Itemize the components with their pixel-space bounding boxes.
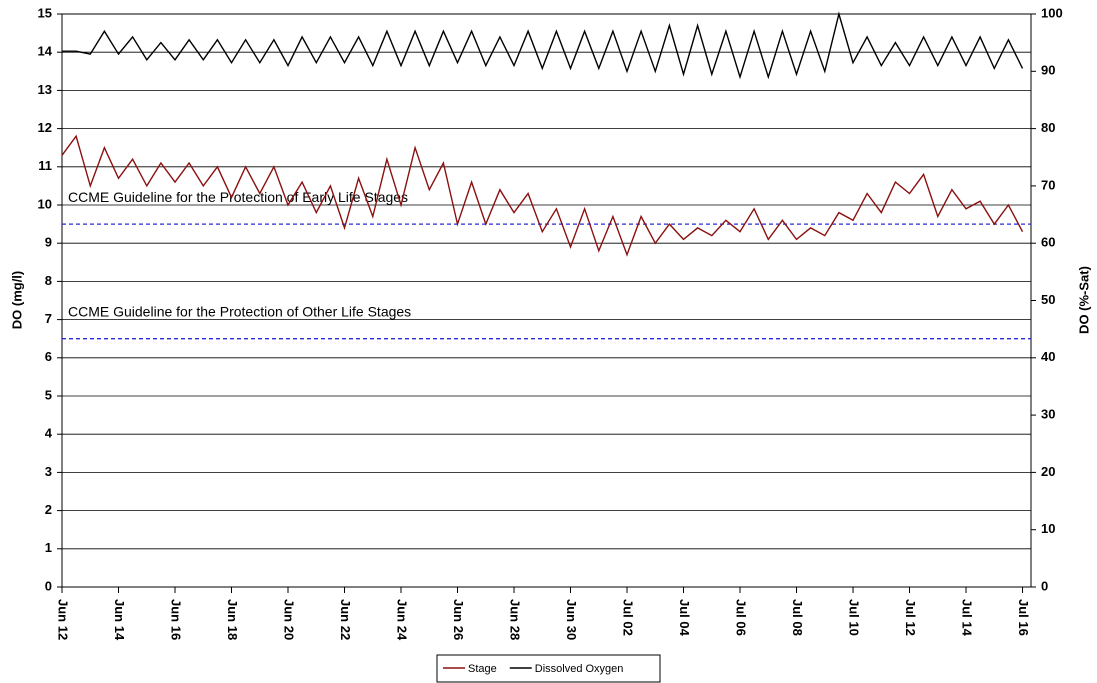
series-line [61,134,1024,257]
legend-box [436,654,661,683]
y-tick-label: 4 [45,426,53,441]
series-line [62,11,1024,80]
y-tick-label: 9 [45,235,52,250]
x-tick-label: Jul 16 [1016,599,1031,636]
y2-tick-label: 20 [1041,464,1055,479]
y2-axis-label: DO (%-Sat) [1076,266,1091,334]
x-tick-label: Jul 12 [903,599,918,636]
x-tick-label: Jul 06 [734,599,749,636]
y2-tick-label: 0 [1041,578,1048,593]
plot-frame [61,13,1032,588]
y-tick-label: 13 [38,82,52,97]
x-tick-label: Jul 10 [847,599,862,636]
x-tick-label: Jun 20 [282,599,297,640]
y2-tick-label: 80 [1041,120,1055,135]
y-tick-label: 8 [45,273,52,288]
y-tick-label: 5 [45,387,52,402]
y2-tick-label: 70 [1041,177,1055,192]
y2-tick-label: 10 [1041,521,1055,536]
y-tick-label: 15 [38,5,52,20]
x-tick-label: Jun 30 [564,599,579,640]
y-tick-label: 12 [38,120,52,135]
y-axis-label: DO (mg/l) [9,271,24,330]
y-tick-label: 14 [38,44,53,59]
x-tick-label: Jun 18 [225,599,240,640]
x-tick-label: Jul 14 [960,599,975,637]
y2-tick-label: 50 [1041,292,1055,307]
y2-tick-label: 30 [1041,407,1055,422]
y-tick-label: 11 [38,158,52,173]
legend-label: Stage [468,663,497,675]
guideline-label: CCME Guideline for the Protection of Oth… [68,303,411,319]
x-tick-label: Jun 28 [508,599,523,640]
y-tick-label: 1 [45,540,52,555]
y-tick-label: 2 [45,502,52,517]
y2-tick-label: 90 [1041,63,1055,78]
y2-tick-label: 100 [1041,5,1063,20]
x-tick-label: Jun 22 [338,599,353,640]
x-tick-label: Jul 04 [677,599,692,637]
guideline-label: CCME Guideline for the Protection of Ear… [68,189,408,205]
x-tick-label: Jun 26 [451,599,466,640]
x-tick-label: Jul 08 [790,599,805,636]
x-tick-label: Jun 12 [56,599,71,640]
x-tick-label: Jun 16 [169,599,184,640]
x-tick-label: Jun 24 [395,599,410,641]
y-tick-label: 7 [45,311,52,326]
x-tick-label: Jul 02 [621,599,636,636]
y2-tick-label: 40 [1041,349,1055,364]
y-tick-label: 6 [45,349,52,364]
y-tick-label: 10 [38,196,52,211]
x-tick-label: Jun 14 [112,599,127,641]
y-tick-label: 3 [45,464,52,479]
y2-tick-label: 60 [1041,235,1055,250]
legend-label: Dissolved Oxygen [535,663,624,675]
y-tick-label: 0 [45,578,52,593]
